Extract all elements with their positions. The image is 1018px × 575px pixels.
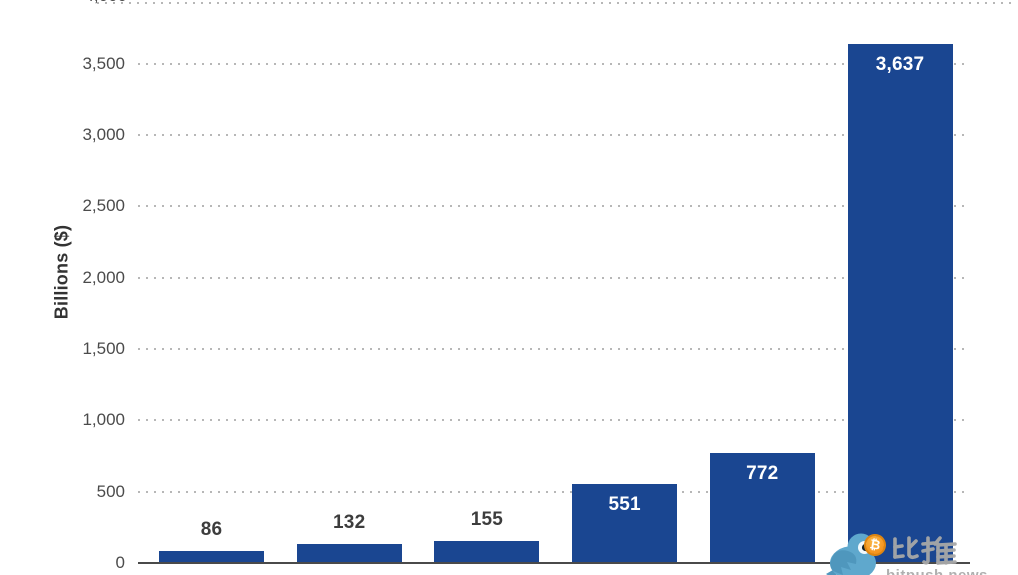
gridline-1000	[138, 419, 970, 422]
y-tick-label-clipped-4000: 4,000	[83, 0, 127, 4]
bar-value-label-86: 86	[200, 518, 223, 540]
gridline-3000	[138, 133, 970, 136]
bar-value-label-3,637: 3,637	[875, 54, 925, 75]
bar-772	[709, 452, 815, 563]
bar-551	[572, 484, 678, 563]
gridline-3500	[138, 62, 970, 65]
y-tick-label-0: 0	[115, 553, 125, 572]
bar-value-label-772: 772	[746, 462, 779, 484]
x-axis-line	[138, 562, 970, 564]
bar-value-label-155: 155	[470, 508, 504, 530]
bar-132	[296, 544, 402, 563]
y-tick-label-1500: 1,500	[82, 338, 125, 358]
bitpush-url-text: bitpush.news	[886, 567, 988, 575]
y-tick-label-2000: 2,000	[82, 267, 125, 287]
y-tick-label-500: 500	[96, 481, 125, 501]
bar-value-label-132: 132	[333, 512, 366, 534]
gridline-2000	[138, 276, 970, 279]
gridline-1500	[138, 347, 970, 350]
bitui-cn-wordmark	[893, 536, 957, 565]
y-tick-label-3500: 3,500	[82, 53, 125, 73]
gridline-top-partial	[97, 2, 1013, 4]
y-tick-label-3000: 3,000	[82, 124, 125, 144]
y-tick-label-2500: 2,500	[82, 196, 125, 216]
bar-3,637	[847, 44, 953, 563]
y-tick-label-1000: 1,000	[82, 410, 125, 430]
gridline-500	[138, 490, 970, 493]
bar-155	[434, 540, 540, 563]
gridline-2500	[138, 205, 970, 208]
bar-value-label-551: 551	[608, 494, 641, 516]
bar-86	[159, 550, 264, 563]
